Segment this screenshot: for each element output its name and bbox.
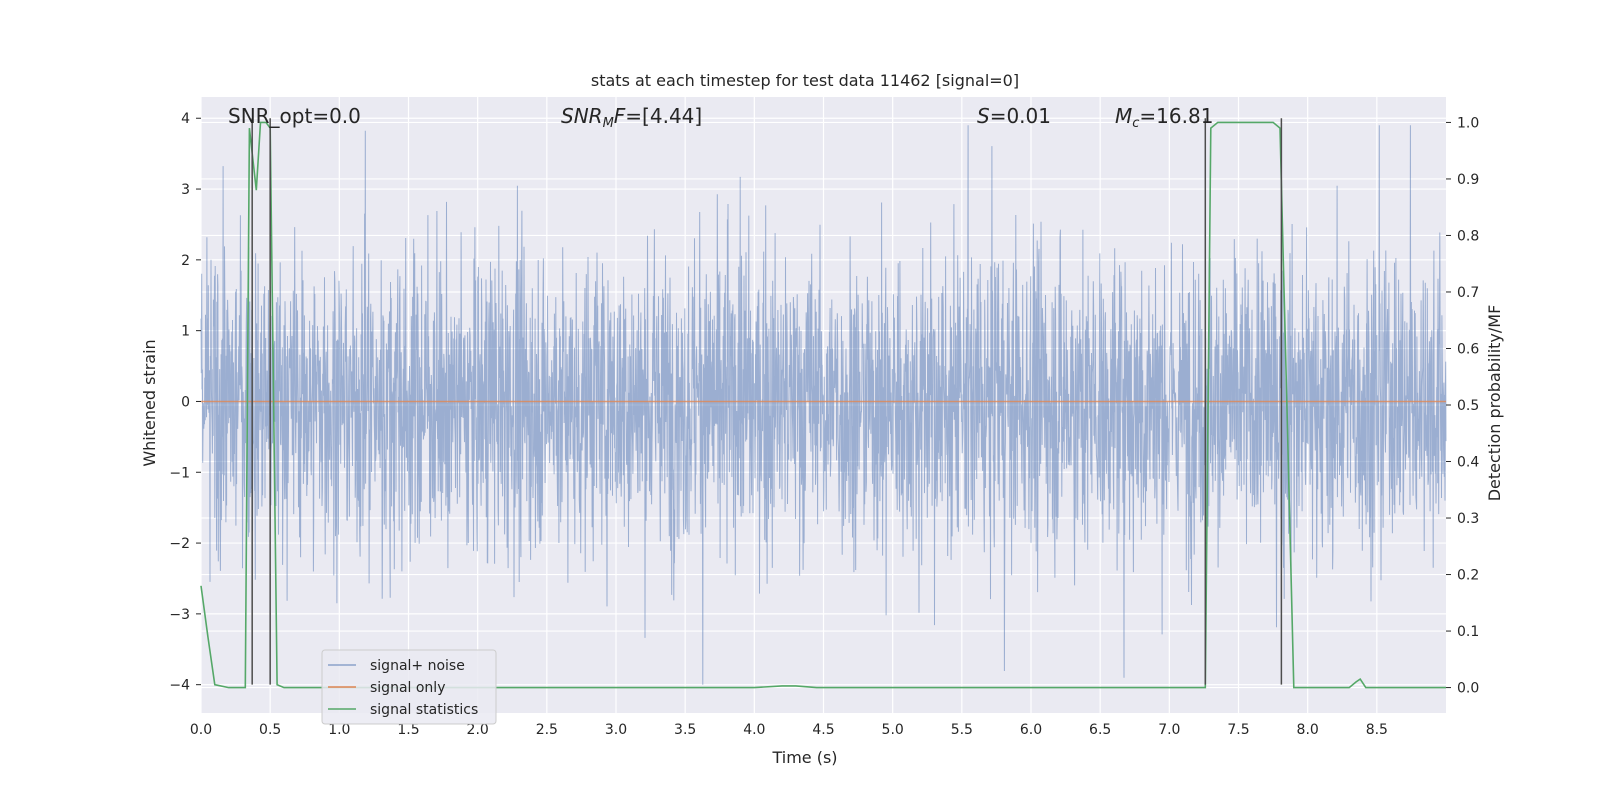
x-axis-label: Time (s)	[771, 748, 837, 767]
legend-label-statistics: signal statistics	[370, 702, 478, 718]
x-tick-label: 3.0	[605, 722, 627, 738]
x-tick-label: 2.5	[536, 722, 558, 738]
y-tick-label: −1	[169, 465, 190, 481]
x-tick-label: 5.5	[951, 722, 973, 738]
snr-mf-annotation: SNRMF=[4.44]	[561, 104, 702, 131]
y-right-tick-label: 0.1	[1457, 624, 1479, 640]
x-tick-label: 6.0	[1020, 722, 1042, 738]
x-tick-label: 1.0	[328, 722, 350, 738]
snr-opt-annotation: SNR_opt=0.0	[228, 104, 361, 128]
x-tick-label: 8.5	[1366, 722, 1388, 738]
x-tick-label: 7.0	[1158, 722, 1180, 738]
y-right-tick-label: 0.8	[1457, 228, 1479, 244]
y-tick-label: 4	[181, 111, 190, 127]
marker-lines	[251, 118, 1283, 685]
legend-box	[321, 649, 497, 725]
y-right-tick-label: 0.5	[1457, 398, 1479, 414]
legend: signal+ noise signal only signal statist…	[321, 649, 497, 725]
y-right-tick-label: 0.3	[1457, 511, 1479, 527]
legend-label-signal: signal only	[370, 680, 445, 696]
y-right-tick-label: 0.0	[1457, 681, 1479, 697]
chart-title: stats at each timestep for test data 114…	[591, 71, 1019, 90]
x-tick-label: 0.0	[190, 722, 212, 738]
y-right-tick-label: 0.7	[1457, 285, 1479, 301]
y-axis-right-label: Detection probability/MF	[1485, 305, 1504, 502]
x-tick-label: 4.5	[812, 722, 834, 738]
y-right-tick-label: 0.9	[1457, 172, 1479, 188]
y-right-tick-label: 0.4	[1457, 455, 1479, 471]
s-annotation: S=0.01	[977, 104, 1051, 128]
x-tick-label: 6.5	[1089, 722, 1111, 738]
x-tick-label: 5.0	[882, 722, 904, 738]
x-axis-ticks: 0.0 0.5 1.0 1.5 2.0 2.5 3.0 3.5 4.0 4.5 5.0 5.5 6.0 6…	[190, 722, 1388, 738]
y-right-tick-label: 0.2	[1457, 568, 1479, 584]
y-axis-left-ticks: 4 3 2 1 0 −1 −2 −3 −4	[169, 111, 201, 694]
legend-label-noise: signal+ noise	[370, 658, 465, 674]
y-tick-label: 3	[181, 182, 190, 198]
x-tick-label: 3.5	[674, 722, 696, 738]
noise-trace	[200, 125, 1447, 685]
y-tick-label: 2	[181, 253, 190, 269]
x-tick-label: 4.0	[743, 722, 765, 738]
x-tick-label: 8.0	[1297, 722, 1319, 738]
y-axis-label: Whitened strain	[140, 339, 159, 466]
y-tick-label: −4	[169, 678, 190, 694]
y-axis-right-ticks: 1.0 0.9 0.8 0.7 0.6 0.5 0.4 0.3 0.2 0.1 0.0	[1446, 115, 1479, 697]
y-right-tick-label: 0.6	[1457, 341, 1479, 357]
y-tick-label: −2	[169, 536, 190, 552]
x-tick-label: 2.0	[467, 722, 489, 738]
y-right-tick-label: 1.0	[1457, 115, 1479, 131]
series-signal-noise	[200, 125, 1447, 685]
x-tick-label: 1.5	[397, 722, 419, 738]
y-tick-label: 1	[181, 324, 190, 340]
y-tick-label: −3	[169, 607, 190, 623]
y-tick-label: 0	[181, 394, 190, 410]
mc-annotation: Mc=16.81	[1115, 104, 1213, 131]
x-tick-label: 7.5	[1227, 722, 1249, 738]
x-tick-label: 0.5	[259, 722, 281, 738]
